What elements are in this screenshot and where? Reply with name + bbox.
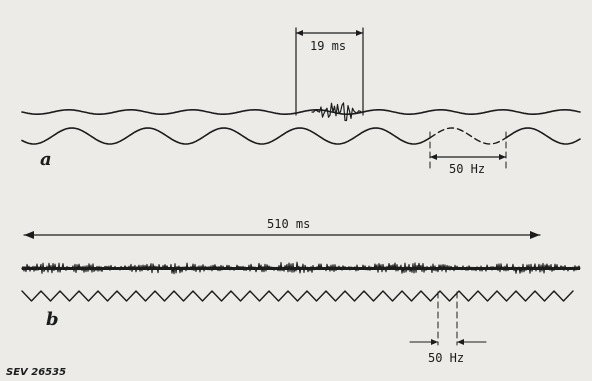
panel-a-timing-wave <box>21 127 581 145</box>
panel-a-letter: a <box>40 149 52 170</box>
panel-a-duration-marker: 19 ms <box>295 27 364 116</box>
frequency-marker-arrowhead-right <box>457 339 464 345</box>
duration-marker-arrowhead-left <box>296 30 303 36</box>
panel-b-frequency-marker: 50 Hz <box>409 291 487 365</box>
panel-a-frequency-label: 50 Hz <box>449 162 485 176</box>
frequency-marker-arrowhead-left <box>431 339 438 345</box>
catalog-number: SEV 26535 <box>6 367 66 378</box>
panel-a: 19 ms 50 Hz a <box>21 27 581 176</box>
frequency-marker-arrowhead-left <box>430 154 437 160</box>
duration-marker-arrowhead-right <box>356 30 363 36</box>
panel-a-frequency-marker: 50 Hz <box>429 131 507 176</box>
panel-b-duration-marker: 510 ms <box>23 217 541 239</box>
panel-a-duration-label: 19 ms <box>310 39 346 53</box>
frequency-marker-arrowhead-right <box>499 154 506 160</box>
duration-arrowhead-right <box>530 231 540 239</box>
panel-b-frequency-label: 50 Hz <box>428 351 464 365</box>
panel-b: 510 ms 50 Hz b <box>21 217 581 365</box>
panel-b-letter: b <box>46 309 59 330</box>
duration-arrowhead-left <box>24 231 34 239</box>
panel-b-timing-wave <box>21 290 574 302</box>
panel-a-signal-burst <box>311 102 363 122</box>
panel-b-signal-core <box>22 267 580 270</box>
panel-a-timing-wave-dashed-period <box>429 127 507 145</box>
panel-a-signal-trace <box>21 109 581 115</box>
panel-b-duration-label: 510 ms <box>267 217 310 231</box>
